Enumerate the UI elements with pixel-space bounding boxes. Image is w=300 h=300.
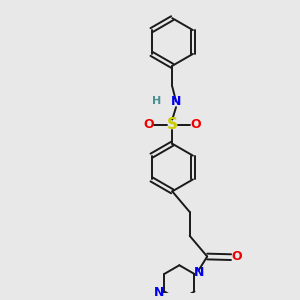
Text: N: N [154,286,165,299]
Text: O: O [143,118,154,131]
Text: H: H [152,96,162,106]
Text: N: N [194,266,204,279]
Text: S: S [167,117,178,132]
Text: N: N [171,95,181,108]
Text: O: O [231,250,242,263]
Text: O: O [191,118,201,131]
